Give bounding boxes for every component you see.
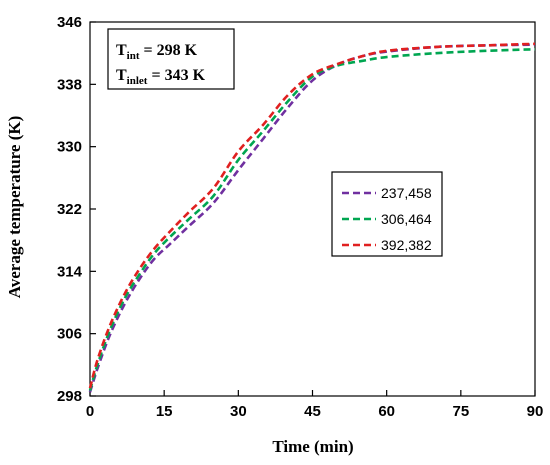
annotation-frame [107,28,235,90]
annotation-tinlet: Tinlet = 343 K [116,67,206,87]
y-tick-label: 338 [57,76,82,93]
series-lines [88,42,536,393]
y-tick-label: 330 [57,139,82,156]
y-axis-label: Average temperature (K) [5,116,24,299]
series-line-3 [88,42,536,389]
series-line-1 [88,43,536,393]
x-axis-label: Time (min) [272,437,353,456]
y-tick-label: 314 [57,263,83,280]
x-tick-label: 90 [527,403,544,420]
x-tick-label: 15 [156,403,173,420]
annotation-box: Tint = 298 K Tinlet = 343 K [107,28,235,90]
x-tick-label: 75 [452,403,469,420]
legend-label-1: 237,458 [381,185,432,201]
legend: 237,458 306,464 392,382 [331,171,443,257]
x-tick-label: 30 [230,403,247,420]
y-tick-label: 346 [57,14,82,31]
x-tick-label: 45 [304,403,321,420]
x-axis-ticks: 0 15 30 45 60 75 90 [86,390,544,420]
series-line-2 [88,47,536,391]
y-tick-label: 322 [57,201,82,218]
legend-frame [331,171,443,257]
legend-label-3: 392,382 [381,237,432,253]
y-tick-label: 306 [57,326,82,343]
x-tick-label: 0 [86,403,94,420]
legend-label-2: 306,464 [381,211,432,227]
y-tick-label: 298 [57,388,82,405]
x-tick-label: 60 [378,403,395,420]
y-axis-ticks: 298 306 314 322 330 338 346 [57,14,96,405]
annotation-tint: Tint = 298 K [116,42,198,62]
